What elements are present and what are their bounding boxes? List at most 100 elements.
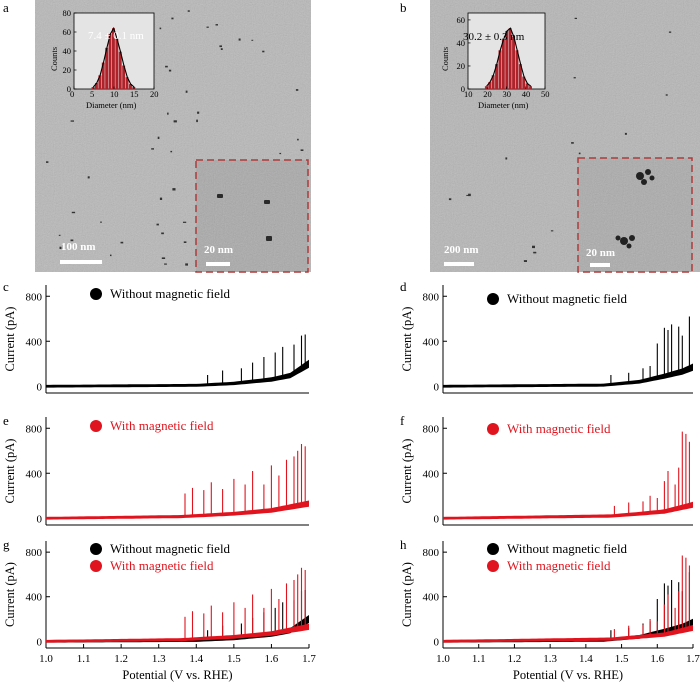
legend-marker bbox=[90, 543, 102, 555]
histogram-bar bbox=[522, 76, 526, 89]
legend-marker bbox=[90, 420, 102, 432]
inset-x-tick: 30 bbox=[503, 89, 512, 99]
histogram-bar bbox=[491, 75, 495, 89]
nanoparticle bbox=[161, 257, 166, 259]
scale-label-b: 200 nm bbox=[444, 244, 479, 256]
panel-label-f: f bbox=[400, 413, 405, 428]
nanoparticle bbox=[220, 48, 223, 50]
y-axis-title: Current (pA) bbox=[3, 562, 17, 627]
legend-label: Without magnetic field bbox=[110, 286, 231, 301]
y-tick-label: 0 bbox=[434, 381, 440, 393]
nanoparticle bbox=[624, 132, 627, 135]
y-tick-label: 0 bbox=[434, 636, 440, 648]
nanoparticle bbox=[550, 230, 554, 232]
baseline-trace bbox=[443, 363, 693, 388]
inset-y-tick: 40 bbox=[457, 38, 466, 48]
inset-y-tick: 40 bbox=[63, 46, 72, 56]
x-tick-label: 1.0 bbox=[436, 653, 450, 665]
legend-label: With magnetic field bbox=[110, 418, 214, 433]
inset-y-tick: 20 bbox=[63, 65, 72, 75]
histogram-bar bbox=[512, 36, 515, 89]
chart-f: 0 400 800 Current (pA) With magnetic field bbox=[400, 417, 693, 526]
baseline-trace bbox=[46, 359, 309, 388]
panel-label-c: c bbox=[3, 279, 9, 294]
series-with-field bbox=[443, 555, 693, 643]
inset-x-tick: 50 bbox=[541, 89, 550, 99]
nanoparticle bbox=[468, 193, 471, 197]
inset-x-tick: 10 bbox=[464, 89, 473, 99]
nanoparticle bbox=[164, 263, 167, 265]
baseline-trace bbox=[443, 501, 693, 520]
y-tick-label: 800 bbox=[423, 547, 440, 559]
histogram-bar bbox=[515, 50, 519, 89]
nanoparticle bbox=[219, 45, 222, 48]
nanoparticle bbox=[172, 188, 176, 191]
y-tick-label: 400 bbox=[423, 592, 440, 604]
nanoparticle bbox=[300, 149, 304, 151]
nanoparticle bbox=[71, 211, 76, 214]
nanoparticle bbox=[251, 39, 254, 41]
x-axis-title: Potential (V vs. RHE) bbox=[122, 668, 232, 682]
x-tick-label: 1.2 bbox=[114, 653, 128, 665]
zoom-inset-b: 20 nm bbox=[577, 157, 693, 273]
legend-label: Without magnetic field bbox=[507, 541, 628, 556]
nanoparticle bbox=[100, 221, 102, 223]
nanoparticle bbox=[161, 232, 164, 235]
y-axis-title: Current (pA) bbox=[3, 439, 17, 504]
nanoparticle bbox=[165, 65, 168, 68]
nanoparticle bbox=[185, 263, 188, 266]
nanoparticle bbox=[573, 77, 576, 79]
y-axis-title: Current (pA) bbox=[3, 307, 17, 372]
x-axis-title: Potential (V vs. RHE) bbox=[513, 668, 623, 682]
nanoparticle bbox=[532, 245, 535, 249]
nanoparticle bbox=[297, 138, 299, 141]
y-tick-label: 800 bbox=[26, 423, 43, 435]
inset-y-tick: 20 bbox=[457, 61, 466, 71]
nanoparticle bbox=[215, 24, 218, 26]
inset-ylabel-a: Counts bbox=[49, 47, 59, 71]
inset-y-tick: 60 bbox=[63, 27, 72, 37]
legend-label: With magnetic field bbox=[507, 421, 611, 436]
histogram-bar bbox=[495, 64, 498, 89]
histogram-bar bbox=[115, 39, 119, 89]
inset-title-b: 30.2 ± 0.3 nm bbox=[463, 31, 525, 43]
legend-marker bbox=[487, 543, 499, 555]
nanoparticle bbox=[156, 223, 159, 226]
nanoparticle bbox=[120, 241, 124, 244]
x-tick-label: 1.1 bbox=[77, 653, 91, 665]
nanoparticle bbox=[466, 194, 470, 196]
histogram-bar bbox=[98, 75, 102, 89]
inset-y-tick: 60 bbox=[457, 15, 466, 25]
chart-h: 0 400 800 1.0 1.1 1.2 1.3 1.4 1.5 1.6 1.7 Potential… bbox=[400, 541, 700, 682]
nanoparticle bbox=[505, 157, 508, 160]
y-tick-label: 800 bbox=[26, 291, 43, 303]
nanoparticle bbox=[157, 136, 160, 139]
nanoparticle bbox=[185, 90, 188, 93]
y-axis-title: Current (pA) bbox=[400, 307, 414, 372]
x-tick-label: 1.4 bbox=[579, 653, 593, 665]
histogram-bar bbox=[101, 62, 105, 89]
histogram-bar bbox=[505, 31, 509, 89]
nanoparticle bbox=[159, 27, 162, 30]
nanoparticle bbox=[183, 221, 187, 223]
x-tick-label: 1.2 bbox=[508, 653, 522, 665]
nanoparticle bbox=[70, 239, 74, 242]
inset-x-tick: 5 bbox=[90, 89, 94, 99]
nanoparticle bbox=[59, 246, 62, 249]
nanoparticle bbox=[58, 234, 61, 236]
histogram-bar bbox=[108, 34, 112, 89]
histogram-bar bbox=[105, 47, 109, 89]
x-tick-label: 1.7 bbox=[302, 653, 316, 665]
y-tick-label: 0 bbox=[434, 513, 440, 525]
y-axis-title: Current (pA) bbox=[400, 562, 414, 627]
histogram-bar bbox=[95, 83, 98, 89]
nanoparticle bbox=[187, 10, 190, 12]
x-tick-label: 1.1 bbox=[472, 653, 486, 665]
gaussian-fit bbox=[486, 27, 532, 87]
nanoparticle bbox=[196, 119, 198, 123]
zoom-scale-label-a: 20 nm bbox=[204, 244, 233, 256]
x-tick-label: 1.4 bbox=[189, 653, 203, 665]
zoom-inset-a: 20 nm bbox=[195, 159, 309, 273]
zoom-scale-label-b: 20 nm bbox=[586, 247, 615, 259]
inset-title-a: 7.4 ± 0.1 nm bbox=[88, 30, 144, 42]
